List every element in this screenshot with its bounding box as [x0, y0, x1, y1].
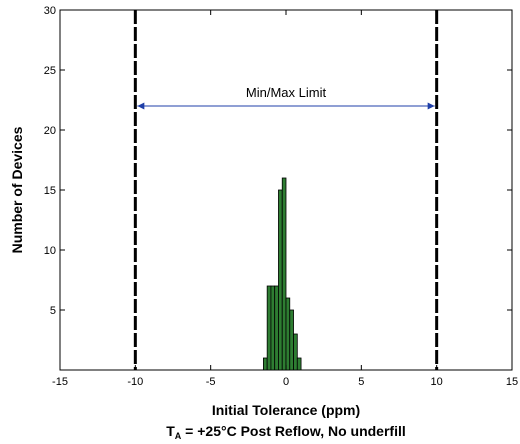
x-axis-title: Initial Tolerance (ppm) — [212, 402, 360, 418]
y-axis-ticks: 5 10 15 20 25 30 — [44, 5, 512, 317]
histogram-bar — [278, 189, 283, 371]
arrow-head-right — [427, 102, 435, 110]
y-tick-label: 20 — [44, 125, 56, 137]
limit-arrow — [137, 102, 435, 110]
y-axis-title: Number of Devices — [9, 126, 25, 253]
histogram-bar — [289, 309, 294, 371]
histogram-bars — [262, 177, 302, 371]
x-tick-label: 10 — [431, 376, 443, 388]
histogram-bar — [274, 285, 279, 371]
y-tick-label: 15 — [44, 185, 56, 197]
x-tick-label: 0 — [283, 376, 289, 388]
x-tick-label: -5 — [206, 376, 216, 388]
x-tick-label: 5 — [358, 376, 364, 388]
histogram-bar — [262, 357, 268, 371]
subtitle-prefix: T — [166, 423, 175, 439]
limit-lines — [133, 10, 439, 370]
subtitle-subscript: A — [175, 431, 182, 441]
histogram-bar — [296, 357, 302, 371]
histogram-bar — [285, 297, 291, 371]
x-tick-label: -15 — [52, 376, 68, 388]
chart-subtitle: TA = +25°C Post Reflow, No underfill — [166, 423, 406, 441]
histogram-bar — [266, 285, 272, 371]
subtitle-text: = +25°C Post Reflow, No underfill — [181, 423, 405, 439]
y-tick-label: 10 — [44, 245, 56, 257]
limit-annotation-label: Min/Max Limit — [246, 85, 327, 100]
y-tick-label: 25 — [44, 65, 56, 77]
y-tick-label: 30 — [44, 5, 56, 17]
x-axis-ticks: -15 -10 -5 0 5 10 15 — [52, 10, 518, 388]
histogram-bar — [270, 285, 276, 371]
histogram-bar — [293, 333, 298, 371]
x-tick-label: 15 — [506, 376, 518, 388]
histogram-bar — [281, 177, 287, 371]
arrow-head-left — [137, 102, 145, 110]
y-tick-label: 5 — [50, 305, 56, 317]
x-tick-label: -10 — [127, 376, 143, 388]
